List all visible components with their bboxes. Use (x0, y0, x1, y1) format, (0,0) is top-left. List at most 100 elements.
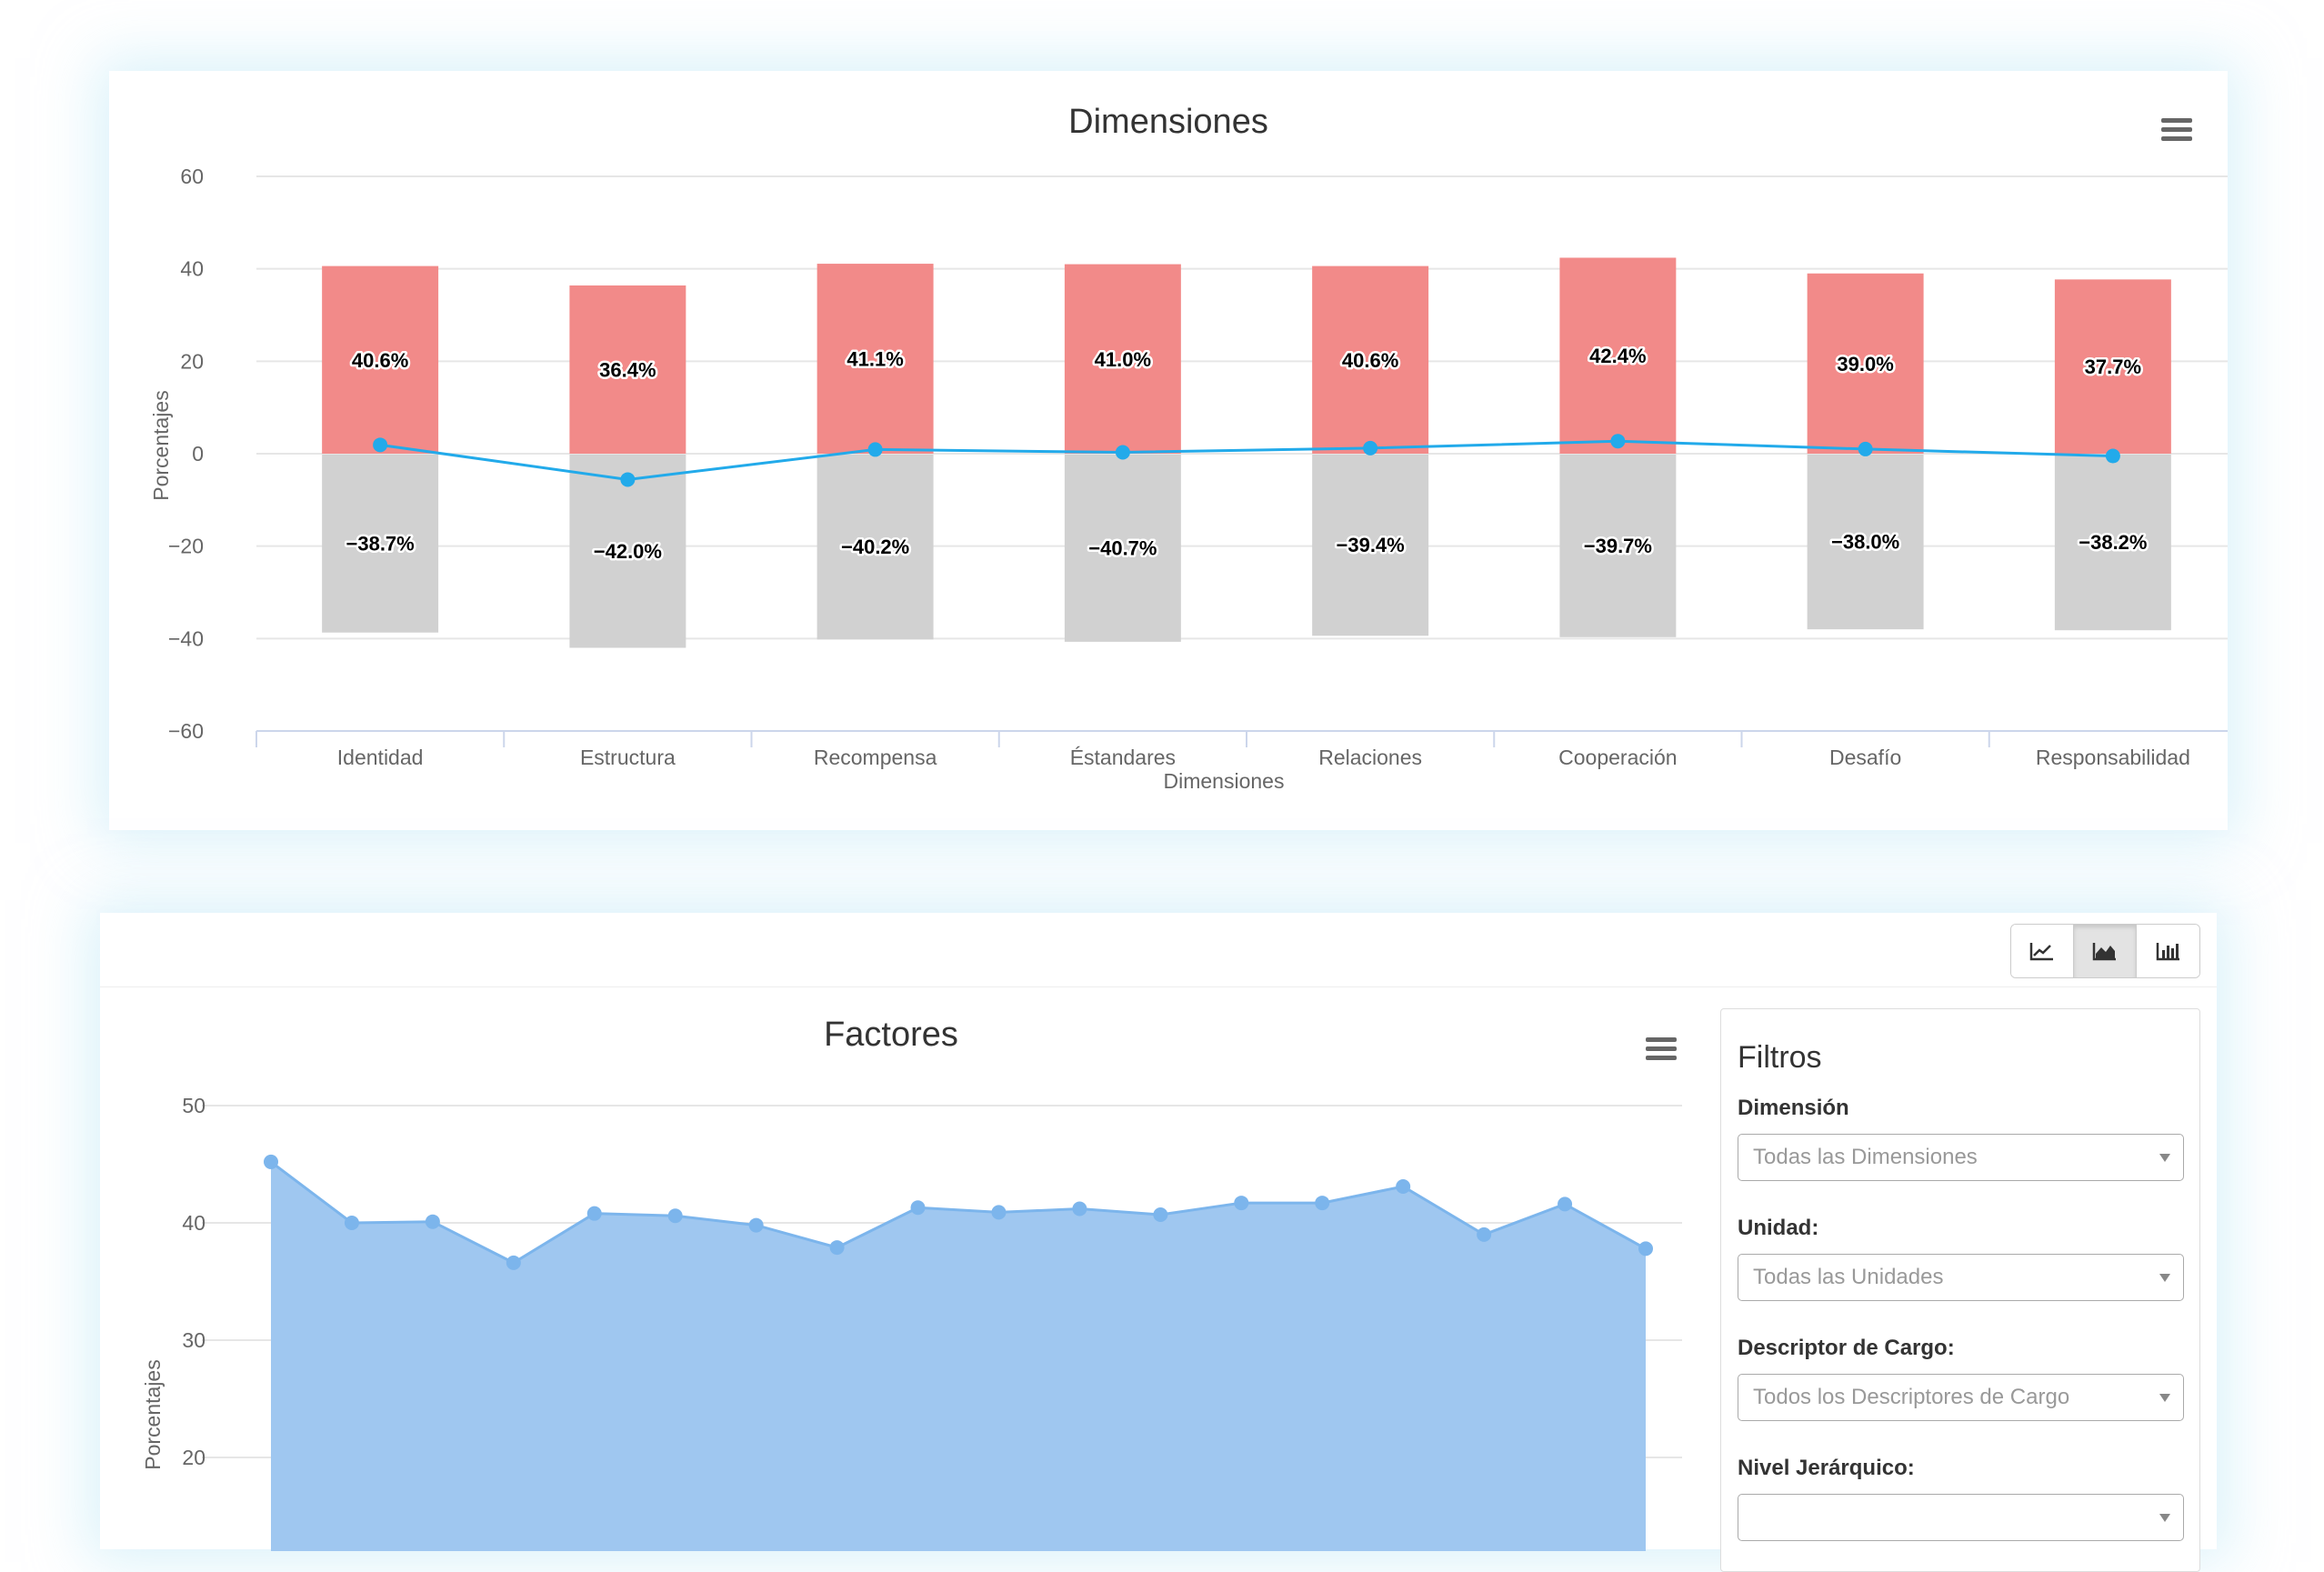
data-label: 42.4% (1589, 345, 1646, 367)
chevron-down-icon (2159, 1514, 2170, 1522)
line-point (1115, 445, 1130, 460)
x-axis-title: Dimensiones (1164, 769, 1285, 793)
dimension-select-value: Todas las Dimensiones (1753, 1145, 1978, 1169)
area-point (425, 1214, 440, 1229)
line-point (373, 437, 388, 453)
y-tick-label: 40 (180, 257, 204, 281)
area-point (1477, 1227, 1492, 1242)
y-tick-label: −20 (168, 535, 204, 558)
bar-positive (1807, 273, 1924, 454)
y-tick-label: 60 (180, 165, 204, 188)
area-point (586, 1206, 602, 1221)
x-category-label: Cooperación (1558, 746, 1677, 769)
area-point (829, 1240, 845, 1256)
nivel-jerarquico-select[interactable] (1738, 1494, 2184, 1541)
chevron-down-icon (2159, 1154, 2170, 1162)
bar-positive (569, 285, 686, 454)
y-axis-title: Porcentajes (141, 1359, 165, 1469)
bar-negative (816, 455, 934, 640)
hamburger-menu-icon (1646, 1037, 1677, 1060)
bar-positive (322, 265, 439, 454)
area-point (748, 1217, 764, 1233)
bar-positive (1312, 265, 1429, 454)
nivel-jerarquico-filter-label: Nivel Jerárquico: (1738, 1456, 1915, 1480)
chart-menu-button[interactable] (1646, 1037, 1677, 1060)
chart-type-toolbar (100, 913, 2217, 987)
bar-positive (1559, 257, 1677, 454)
line-point (1363, 440, 1378, 456)
x-category-label: Responsabilidad (2036, 746, 2190, 769)
bar-positive (816, 264, 934, 454)
x-category-label: Recompensa (814, 746, 937, 769)
bar-negative (2054, 455, 2171, 631)
unidad-select[interactable]: Todas las Unidades (1738, 1254, 2184, 1301)
chart-type-button-group (2010, 924, 2200, 978)
area-point (1153, 1207, 1168, 1222)
bar-chart-icon (2156, 943, 2179, 961)
y-tick-label: 50 (182, 1094, 205, 1117)
bar-negative (1312, 455, 1429, 636)
area-point (1558, 1197, 1573, 1212)
descriptor-cargo-filter-label: Descriptor de Cargo: (1738, 1336, 1955, 1360)
data-label: −40.7% (1088, 536, 1157, 559)
data-label: 41.0% (1095, 348, 1151, 371)
data-label: 37.7% (2085, 355, 2141, 378)
bar-positive (1064, 264, 1181, 454)
series-line (379, 439, 2113, 481)
area-point (667, 1208, 683, 1224)
area-point (1234, 1196, 1249, 1211)
chart-title: Dimensiones (1068, 103, 1268, 141)
line-point (1858, 441, 1873, 456)
line-chart-button[interactable] (2011, 925, 2074, 977)
bar-positive (2054, 279, 2171, 454)
filters-panel: Filtros Dimensión Todas las Dimensiones … (1720, 1008, 2200, 1572)
factores-panel-card: Factores 50 40 30 20 Porcentajes Filtros Di… (100, 913, 2217, 1572)
hamburger-menu-icon (2161, 118, 2192, 141)
chart-menu-button[interactable] (2161, 118, 2192, 141)
area-point (991, 1205, 1007, 1220)
area-point (1396, 1179, 1411, 1195)
line-point (867, 442, 883, 457)
data-label: −39.7% (1584, 535, 1652, 557)
bar-negative (322, 455, 439, 633)
data-label: −40.2% (841, 536, 909, 558)
x-category-label: Éstandares (1070, 746, 1176, 769)
data-label: 40.6% (1342, 349, 1398, 372)
line-point (1610, 434, 1626, 449)
area-point (910, 1200, 926, 1216)
x-category-label: Relaciones (1318, 746, 1422, 769)
area-point (1315, 1196, 1330, 1211)
descriptor-cargo-select[interactable]: Todos los Descriptores de Cargo (1738, 1374, 2184, 1421)
x-category-label: Identidad (337, 746, 424, 769)
dimensiones-chart: Dimensiones 60 40 20 0 −20 −40 −60 40.6% 36.4% 4… (149, 103, 2238, 793)
data-label: −38.2% (2079, 531, 2147, 554)
unidad-select-value: Todas las Unidades (1753, 1265, 1944, 1289)
data-label: 40.6% (352, 349, 408, 372)
line-point (2105, 448, 2120, 464)
data-label: 39.0% (1837, 353, 1893, 375)
unidad-filter-label: Unidad: (1738, 1216, 1819, 1240)
factores-chart: Factores 50 40 30 20 Porcentajes (141, 1016, 1682, 1551)
y-tick-label: −40 (168, 626, 204, 650)
chart-title: Factores (824, 1016, 958, 1054)
dimensiones-chart-card: Dimensiones 60 40 20 0 −20 −40 −60 40.6% 36.4% 4… (109, 71, 2238, 830)
y-tick-label: 20 (180, 349, 204, 373)
x-category-label: Desafío (1829, 746, 1901, 769)
y-axis-title: Porcentajes (149, 390, 173, 500)
bar-negative (1064, 455, 1181, 642)
area-point (264, 1154, 278, 1169)
area-chart-button[interactable] (2074, 925, 2137, 977)
area-fill (271, 1161, 1646, 1551)
data-label: −38.0% (1831, 531, 1899, 554)
y-tick-label: 40 (182, 1211, 205, 1235)
chevron-down-icon (2159, 1274, 2170, 1282)
y-tick-label: 20 (182, 1446, 205, 1469)
dimension-select[interactable]: Todas las Dimensiones (1738, 1134, 2184, 1181)
area-chart-icon (2092, 943, 2116, 961)
series-line (270, 1160, 1647, 1265)
bar-negative (1559, 455, 1677, 637)
data-label: −39.4% (1337, 534, 1405, 556)
chevron-down-icon (2159, 1394, 2170, 1402)
bar-chart-button[interactable] (2137, 925, 2199, 977)
line-point (620, 472, 636, 487)
